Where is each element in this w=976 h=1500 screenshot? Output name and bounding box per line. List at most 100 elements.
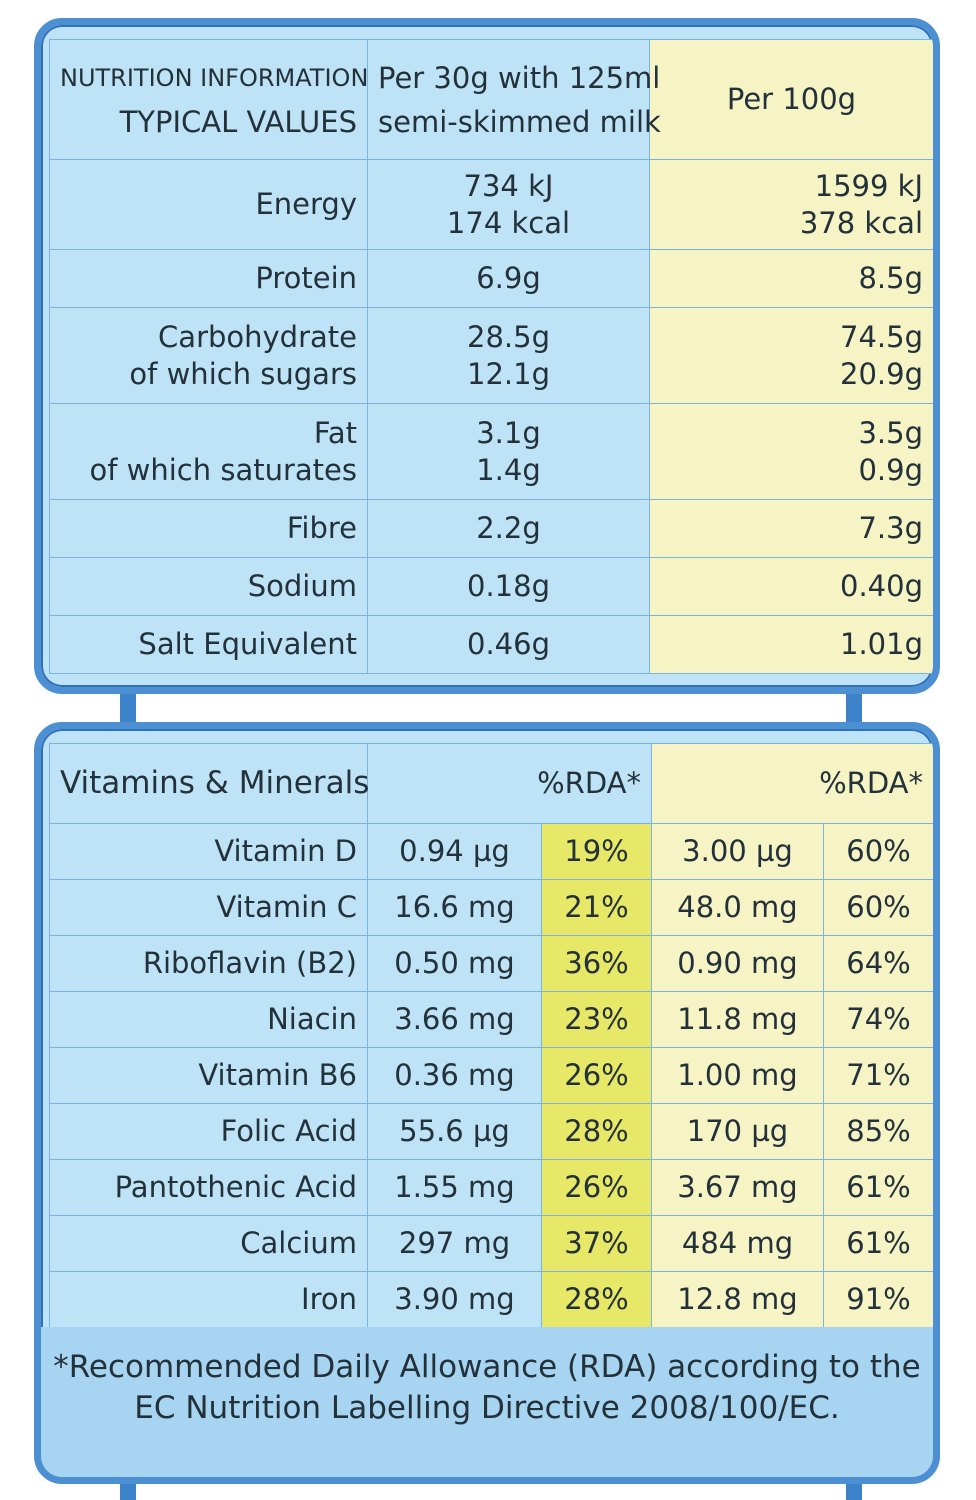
per-serving-value: 734 kJ 174 kcal [367,159,650,250]
vitamin-row: Iron 3.90 mg 28% 12.8 mg 91% [49,1271,933,1328]
rda-per-100g: 71% [823,1047,933,1104]
nutrient-label: Fat of which saturates [49,403,368,500]
nutrition-value: Fibre [286,511,357,545]
per-serving-value: 28.5g 12.1g [367,307,650,404]
nutrition-panel: NUTRITION INFORMATION TYPICAL VALUES Per… [34,18,940,694]
nutrition-value: of which sugars [129,356,357,391]
per-100g-value: 1599 kJ 378 kcal [649,159,933,250]
nutrient-label: Protein [49,249,368,308]
vitamin-name: Niacin [49,991,368,1048]
amount-per-serving: 1.55 mg [367,1159,542,1216]
rda-per-serving: 26% [541,1159,652,1216]
rda-footnote: *Recommended Daily Allowance (RDA) accor… [41,1327,933,1477]
amount-per-serving: 0.36 mg [367,1047,542,1104]
nutrition-header-cell: NUTRITION INFORMATION TYPICAL VALUES [49,39,369,160]
nutrition-table: NUTRITION INFORMATION TYPICAL VALUES Per… [49,39,933,674]
nutrition-value: 74.5g [840,319,923,354]
nutrition-row: Sodium 0.18g 0.40g [49,557,933,616]
vitamin-row: Riboflavin (B2) 0.50 mg 36% 0.90 mg 64% [49,935,933,992]
vitamins-table: Vitamins & Minerals %RDA* %RDA* Vitamin … [49,743,933,1328]
rda-per-serving: 37% [541,1215,652,1272]
nutrient-label: Fibre [49,499,368,558]
rda-per-100g: 61% [823,1215,933,1272]
typical-values-title: TYPICAL VALUES [119,104,357,139]
per-serving-value: 0.18g [367,557,650,616]
nutrition-info-title: NUTRITION INFORMATION [60,63,369,92]
rda-per-100g: 91% [823,1271,933,1328]
nutrition-value: 378 kcal [799,205,923,240]
rda-per-serving: 19% [541,823,652,880]
nutrition-value: 28.5g [467,319,550,354]
nutrition-value: 1.4g [476,452,541,487]
rda-per-serving: 23% [541,991,652,1048]
amount-per-100g: 0.90 mg [651,935,824,992]
vitamins-title: Vitamins & Minerals [49,743,369,824]
rda-per-serving: 36% [541,935,652,992]
footnote-line2: EC Nutrition Labelling Directive 2008/10… [134,1390,840,1426]
nutrition-value: 734 kJ [463,168,554,203]
rda-per-serving: 26% [541,1047,652,1104]
connector-left-bottom [120,1480,136,1500]
vitamin-row: Vitamin D 0.94 µg 19% 3.00 µg 60% [49,823,933,880]
nutrition-value: 174 kcal [446,205,571,240]
amount-per-100g: 484 mg [651,1215,824,1272]
nutrition-value: 20.9g [840,356,923,391]
per-100g-value: 3.5g 0.9g [649,403,933,500]
amount-per-serving: 16.6 mg [367,879,542,936]
vitamin-row: Vitamin B6 0.36 mg 26% 1.00 mg 71% [49,1047,933,1104]
rda-per-100g: 64% [823,935,933,992]
vitamin-name: Vitamin C [49,879,368,936]
nutrition-value: 1.01g [840,627,923,661]
per-100g-header: Per 100g [649,39,933,160]
nutrition-row: Protein 6.9g 8.5g [49,249,933,308]
nutrient-label: Sodium [49,557,368,616]
nutrition-row: Salt Equivalent 0.46g 1.01g [49,615,933,674]
vitamin-name: Vitamin D [49,823,368,880]
per-serving-header: Per 30g with 125ml semi-skimmed milk [367,39,661,160]
per-serving-value: 2.2g [367,499,650,558]
nutrition-value: Energy [255,187,357,221]
amount-per-100g: 12.8 mg [651,1271,824,1328]
amount-per-serving: 297 mg [367,1215,542,1272]
nutrition-value: 7.3g [858,511,923,545]
amount-per-serving: 3.90 mg [367,1271,542,1328]
vitamin-row: Calcium 297 mg 37% 484 mg 61% [49,1215,933,1272]
amount-per-serving: 55.6 µg [367,1103,542,1160]
nutrition-header-row: NUTRITION INFORMATION TYPICAL VALUES Per… [49,39,933,160]
vitamin-row: Folic Acid 55.6 µg 28% 170 µg 85% [49,1103,933,1160]
rda-per-serving-header: %RDA* [367,743,652,824]
per-serving-value: 0.46g [367,615,650,674]
amount-per-100g: 48.0 mg [651,879,824,936]
nutrition-value: 0.40g [840,569,923,603]
vitamin-name: Vitamin B6 [49,1047,368,1104]
rda-per-100g-header: %RDA* [651,743,933,824]
amount-per-serving: 3.66 mg [367,991,542,1048]
vitamins-panel: Vitamins & Minerals %RDA* %RDA* Vitamin … [34,722,940,1484]
vitamin-name: Calcium [49,1215,368,1272]
rda-per-100g: 85% [823,1103,933,1160]
vitamin-name: Iron [49,1271,368,1328]
nutrition-value: 6.9g [476,261,541,295]
nutrition-value: Fat [313,415,357,450]
nutrition-value: 3.5g [858,415,923,450]
amount-per-100g: 11.8 mg [651,991,824,1048]
connector-right-bottom [846,1480,862,1500]
nutrition-value: 12.1g [467,356,550,391]
vitamins-header-row: Vitamins & Minerals %RDA* %RDA* [49,743,933,824]
amount-per-serving: 0.50 mg [367,935,542,992]
vitamin-name: Riboflavin (B2) [49,935,368,992]
per-serving-header-line2: semi-skimmed milk [378,104,661,139]
nutrition-row: Fat of which saturates 3.1g 1.4g 3.5g 0.9g [49,403,933,500]
footnote-line1: *Recommended Daily Allowance (RDA) accor… [53,1349,921,1385]
connector-left [120,690,136,730]
rda-per-100g: 60% [823,823,933,880]
amount-per-100g: 3.67 mg [651,1159,824,1216]
nutrition-value: Protein [255,261,357,295]
amount-per-100g: 170 µg [651,1103,824,1160]
nutrition-value: 0.18g [467,569,550,603]
nutrition-value: 1599 kJ [814,168,923,203]
vitamin-row: Pantothenic Acid 1.55 mg 26% 3.67 mg 61% [49,1159,933,1216]
nutrition-value: 8.5g [858,261,923,295]
vitamin-row: Vitamin C 16.6 mg 21% 48.0 mg 60% [49,879,933,936]
nutrient-label: Energy [49,159,368,250]
